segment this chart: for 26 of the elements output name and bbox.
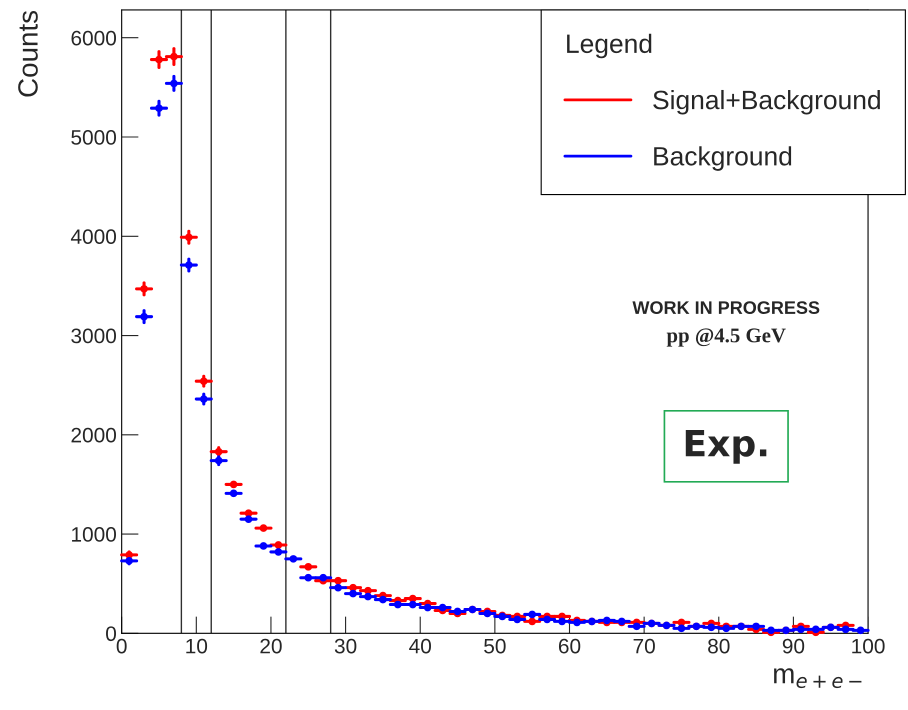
annotation: WORK IN PROGRESS [632, 301, 820, 314]
y-tick-label: 0 [106, 626, 116, 642]
x-tick-label: 10 [186, 638, 208, 654]
y-tick-label: 5000 [71, 130, 116, 145]
x-tick-label: 50 [484, 638, 506, 654]
y-tick-label: 2000 [72, 428, 116, 443]
y-tick-label: 3000 [71, 328, 116, 344]
x-tick-label: 60 [558, 638, 580, 654]
legend-title: Legend [567, 34, 652, 58]
y-axis-title: Counts [18, 10, 38, 97]
x-tick-label: 20 [260, 638, 282, 654]
x-tick-label: 30 [334, 638, 356, 654]
y-tick-label: 1000 [72, 527, 116, 542]
x-tick-label: 40 [409, 638, 431, 654]
legend-label: Background [654, 146, 792, 171]
y-tick-label: 4000 [70, 229, 116, 244]
x-tick-label: 90 [782, 638, 804, 654]
legend-label: Signal+Background [653, 90, 880, 115]
annotation: Exp. [686, 430, 766, 464]
x-axis-title: m$_{e+e−}$ [774, 668, 862, 688]
x-tick-label: 0 [116, 638, 127, 654]
x-tick-label: 100 [852, 638, 885, 654]
annotation: pp @4.5 GeV [666, 328, 786, 347]
y-tick-label: 6000 [72, 30, 116, 46]
x-tick-label: 70 [634, 638, 655, 654]
x-tick-label: 80 [708, 638, 730, 654]
